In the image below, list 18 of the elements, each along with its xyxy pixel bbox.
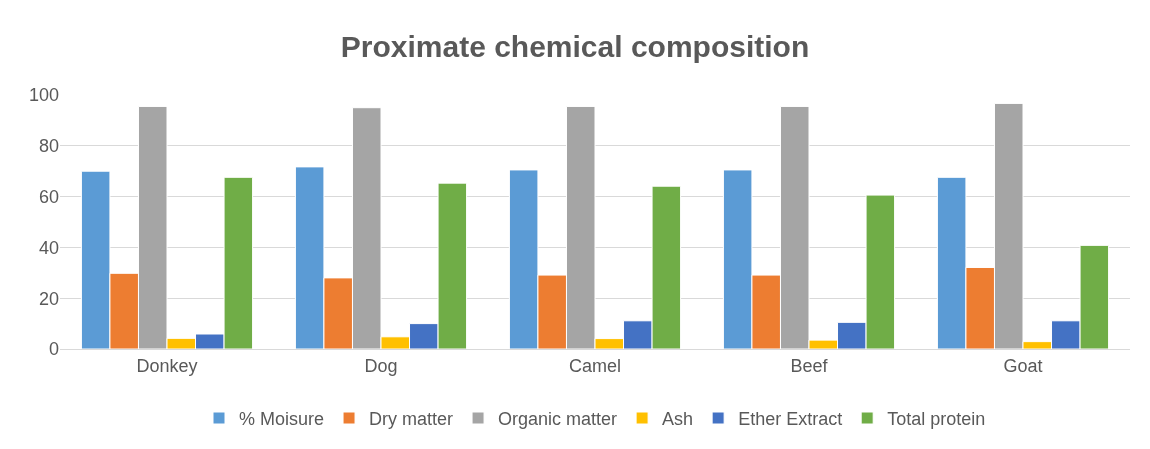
y-tick-label: 20: [38, 288, 59, 309]
legend-label: Ash: [662, 409, 694, 430]
x-tick-label: Donkey: [136, 355, 198, 376]
y-tick-label: 40: [38, 237, 59, 258]
chart-title: Proximate chemical composition: [340, 29, 810, 63]
x-tick-label: Goat: [1003, 355, 1043, 376]
legend-label: Dry matter: [369, 409, 454, 430]
legend-label: Ether Extract: [738, 409, 843, 430]
y-tick-label: 60: [38, 186, 59, 207]
x-tick-label: Camel: [568, 355, 622, 376]
y-tick-label: 100: [28, 85, 59, 106]
y-tick-label: 0: [48, 339, 59, 360]
legend-label: Total protein: [887, 409, 986, 430]
legend-label: % Moisure: [239, 409, 325, 430]
x-tick-label: Dog: [364, 355, 398, 376]
x-tick-label: Beef: [790, 355, 829, 376]
legend-label: Organic matter: [498, 409, 618, 430]
y-tick-label: 80: [38, 136, 59, 157]
